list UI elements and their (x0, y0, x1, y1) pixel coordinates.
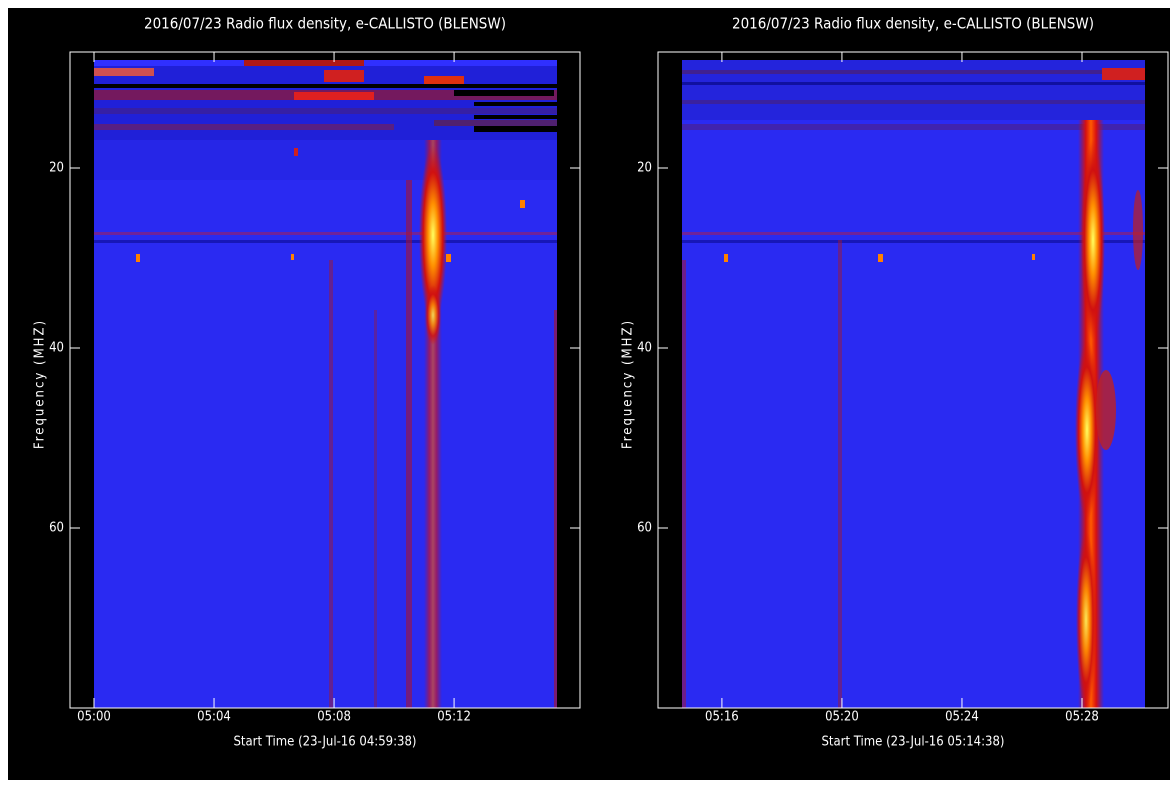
axes-frame (657, 51, 1169, 709)
y-tick-label: 20 (49, 161, 64, 176)
x-tick-label: 05:00 (77, 710, 111, 725)
y-tick-label: 40 (49, 341, 64, 356)
y-tick-label: 40 (637, 341, 652, 356)
x-tick-label: 05:28 (1065, 710, 1099, 725)
x-tick-label: 05:04 (197, 710, 231, 725)
x-tick-label: 05:16 (705, 710, 739, 725)
spectrogram-image (94, 60, 557, 708)
x-axis-label: Start Time (23-Jul-16 04:59:38) (234, 735, 417, 750)
y-tick-label: 60 (49, 521, 64, 536)
y-tick-label: 60 (637, 521, 652, 536)
x-tick-label: 05:24 (945, 710, 979, 725)
chart-title: 2016/07/23 Radio flux density, e-CALLIST… (732, 15, 1094, 33)
y-axis-label: Frequency (MHZ) (33, 319, 48, 449)
y-tick-label: 20 (637, 161, 652, 176)
spectrogram-image (682, 60, 1145, 710)
y-axis-label: Frequency (MHZ) (621, 319, 636, 449)
chart-title: 2016/07/23 Radio flux density, e-CALLIST… (144, 15, 506, 33)
x-tick-label: 05:08 (317, 710, 351, 725)
x-tick-label: 05:12 (437, 710, 471, 725)
x-axis-label: Start Time (23-Jul-16 05:14:38) (822, 735, 1005, 750)
axes-frame (69, 51, 581, 709)
x-tick-label: 05:20 (825, 710, 859, 725)
